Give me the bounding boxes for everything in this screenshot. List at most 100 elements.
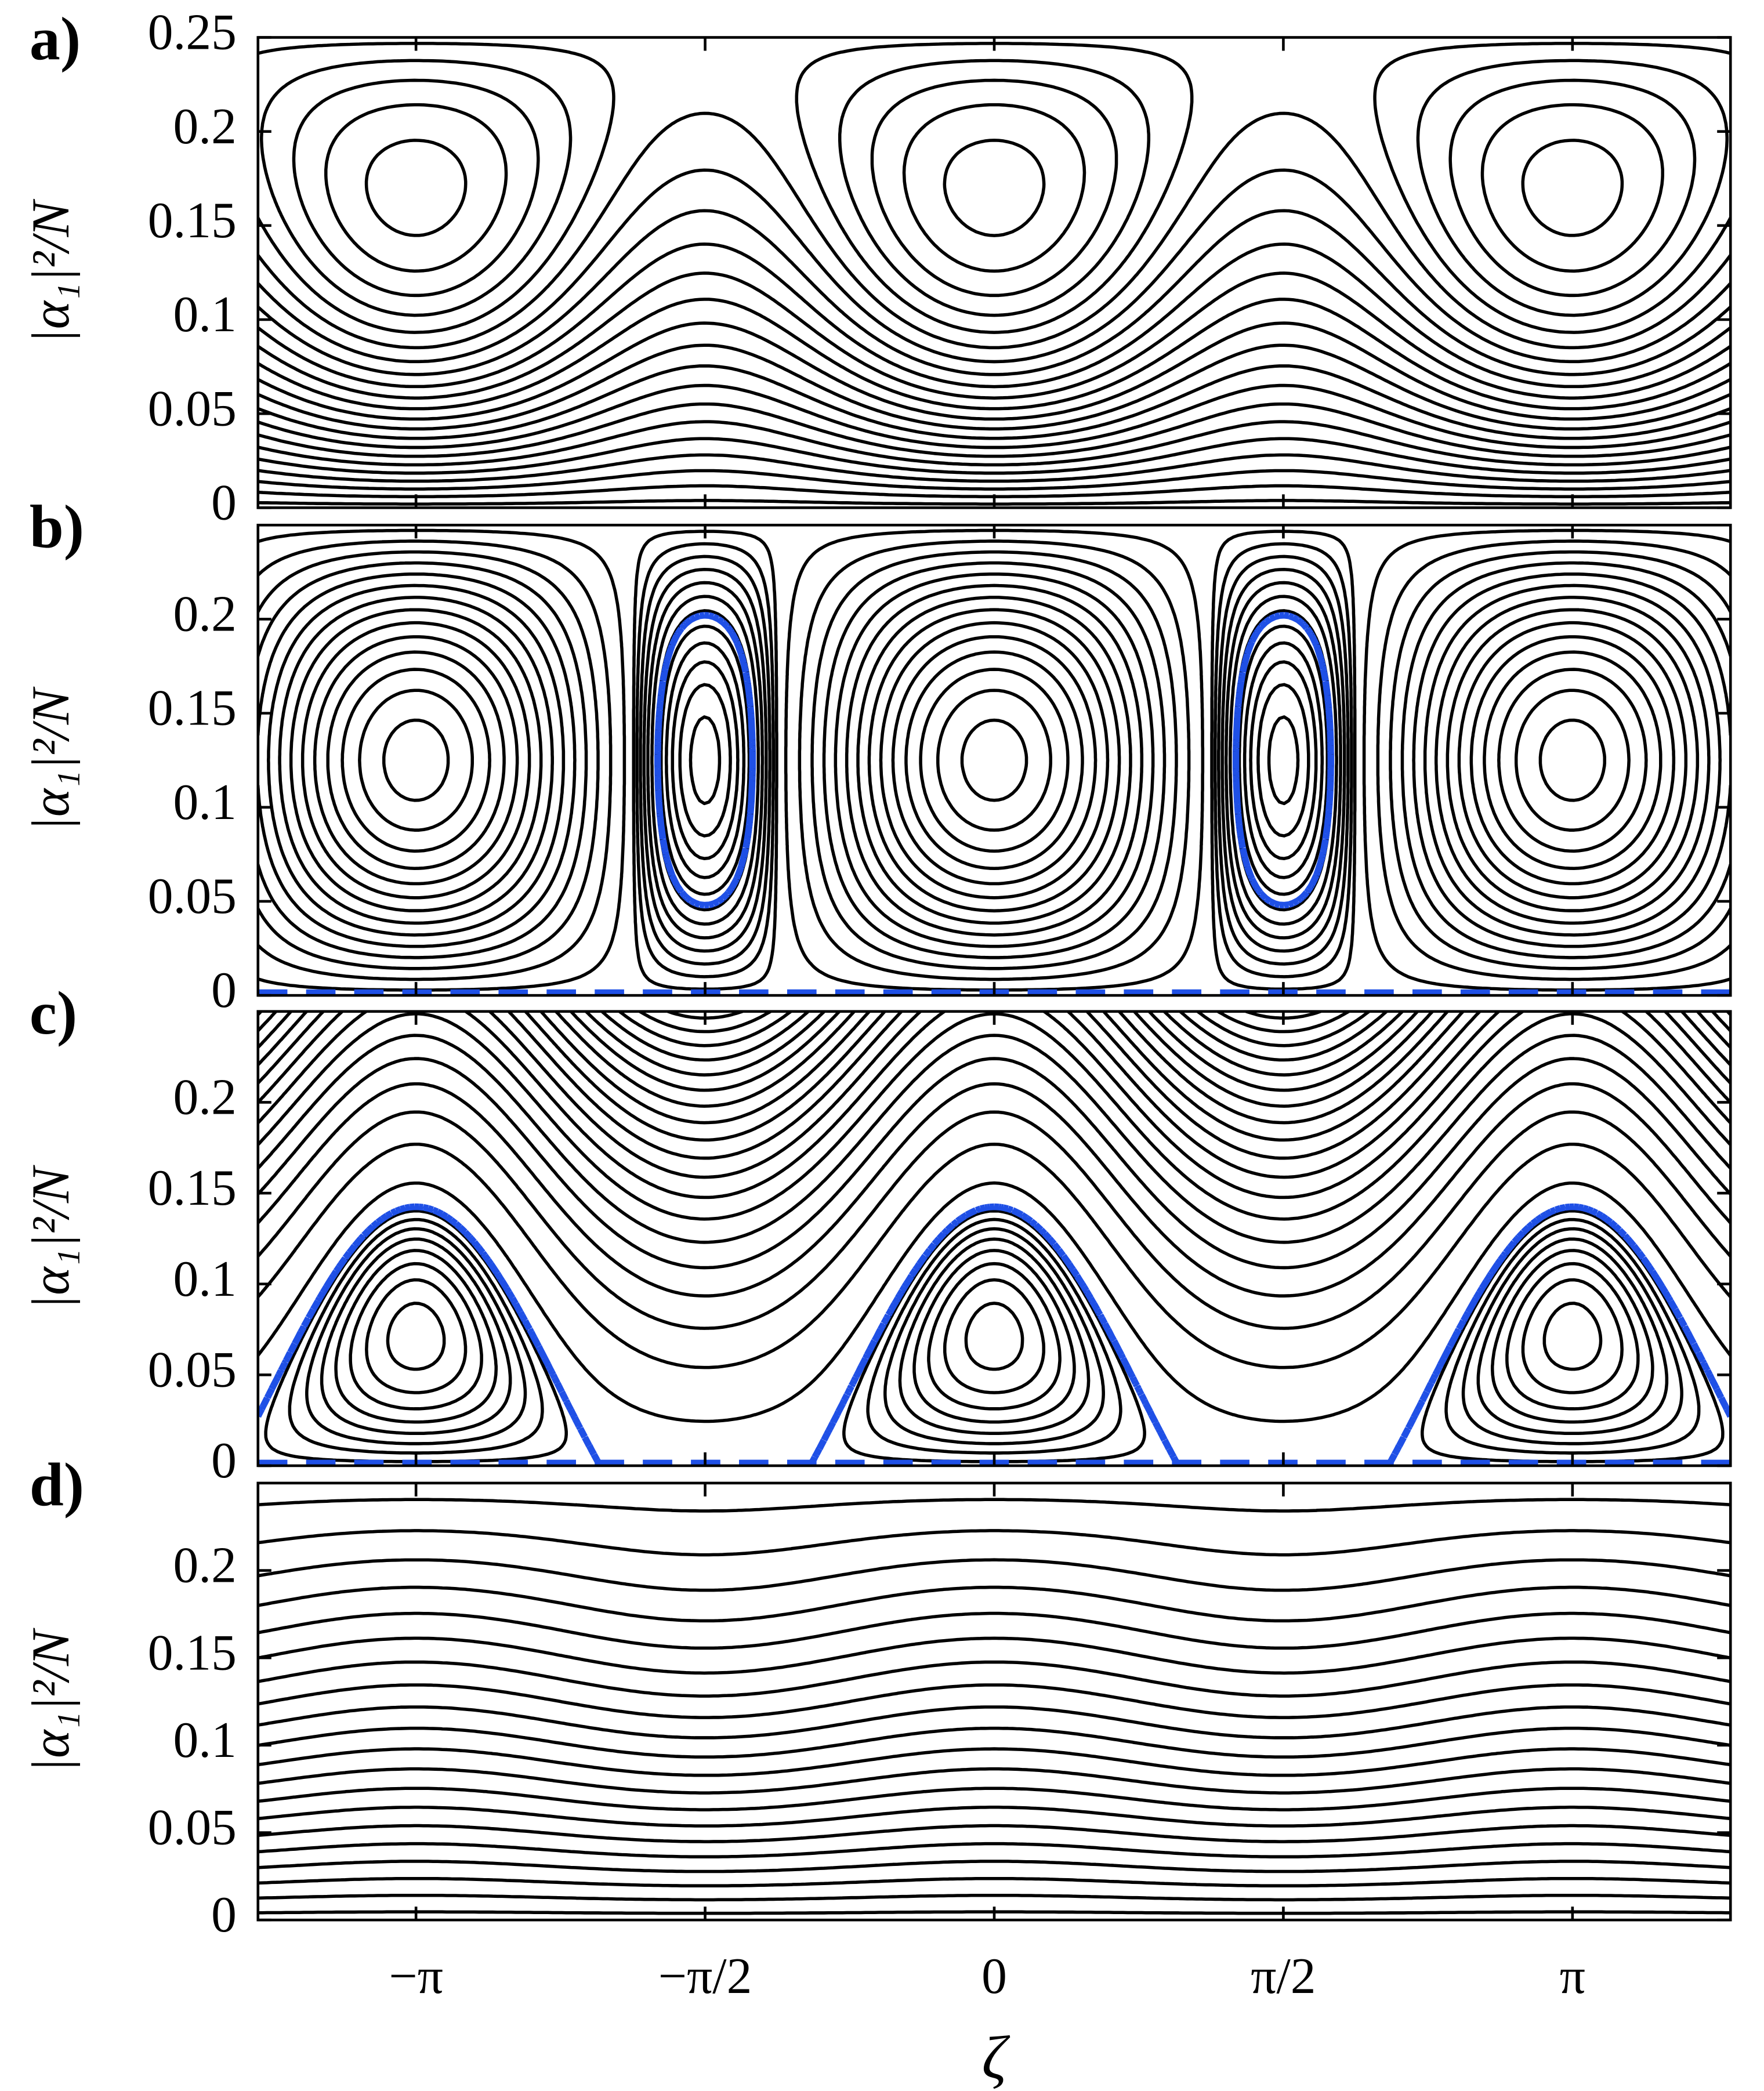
contour-line — [358, 688, 1631, 832]
contour-line — [258, 1894, 1731, 1902]
contour-line — [364, 139, 1624, 237]
y-tick-label: 0.2 — [173, 1537, 236, 1593]
contour-line — [341, 668, 1648, 853]
contour-line — [258, 1660, 1731, 1698]
contour-line — [650, 595, 1338, 926]
y-axis-label: |α₁|²/N — [21, 199, 80, 344]
contour-line — [642, 567, 1346, 953]
contour-line — [258, 209, 1731, 376]
y-tick-label: 0 — [211, 962, 237, 1018]
contour-line — [258, 1876, 1731, 1887]
contour-line — [639, 555, 1350, 966]
contours — [258, 528, 1731, 996]
y-axis-label: |α₁|²/N — [21, 686, 80, 831]
contour-line — [334, 1249, 1654, 1424]
y-tick-label: 0.15 — [148, 680, 237, 736]
contour-line — [305, 1227, 1683, 1445]
y-tick-label: 0.15 — [148, 1159, 237, 1216]
contour-line — [258, 1082, 1731, 1298]
contour-line — [258, 1767, 1731, 1795]
contour-line — [258, 1110, 1731, 1330]
contour-line — [365, 1278, 1624, 1394]
contour-line — [324, 103, 1664, 273]
contour-line — [386, 1302, 1603, 1371]
contour-line — [258, 168, 1731, 364]
contour-line — [258, 1636, 1731, 1675]
contour-line — [258, 453, 1731, 483]
contour-line — [258, 383, 1731, 450]
contour-line — [258, 271, 1731, 400]
contour-line — [258, 1011, 1731, 1199]
y-tick-label: 0.2 — [173, 1068, 236, 1125]
contour-line — [258, 1558, 1731, 1592]
contours — [258, 42, 1731, 506]
contour-line — [258, 1786, 1731, 1811]
y-tick-label: 0 — [211, 1432, 237, 1488]
contour-line — [258, 364, 1731, 440]
y-tick-label: 0.05 — [148, 1799, 237, 1856]
contour-line — [635, 542, 1353, 979]
contour-line — [349, 1262, 1640, 1411]
contour-line — [292, 78, 1697, 298]
contour-line — [288, 1217, 1701, 1455]
panel: 0 0.05 0.1 0.15 0.2 −π −π/2 0 π/2 π |α₁|²/N d) ζ — [21, 1451, 1732, 2091]
contour-line — [300, 621, 1688, 900]
contour-line — [258, 1142, 1731, 1369]
y-tick-label: 0.1 — [173, 774, 236, 830]
contour-line — [258, 1034, 1731, 1244]
contour-line — [258, 1057, 1731, 1270]
y-tick-label: 0.05 — [148, 1341, 237, 1397]
contour-line — [664, 641, 1324, 879]
contour-line — [258, 420, 1731, 467]
contour-line — [258, 484, 1731, 498]
panel-label: c) — [30, 979, 77, 1047]
contour-line — [584, 1011, 1404, 1077]
contour-line — [618, 1011, 1371, 1048]
contour-line — [258, 1585, 1731, 1623]
contour-line — [689, 715, 1300, 806]
y-tick-label: 0.15 — [148, 1624, 237, 1680]
contour-line — [258, 572, 1731, 948]
y-tick-label: 0.2 — [173, 586, 236, 642]
contour-line — [264, 1209, 1725, 1463]
contour-line — [258, 1011, 1731, 1092]
contour-line — [258, 298, 1731, 411]
contour-line — [258, 1011, 1731, 1125]
contour-line — [258, 499, 1731, 506]
x-tick-label: −π/2 — [658, 1948, 752, 2004]
contour-line — [258, 469, 1731, 491]
x-tick-label: −π — [389, 1948, 443, 2004]
contour-line — [258, 1747, 1731, 1777]
y-tick-label: 0.2 — [173, 98, 236, 154]
contour-line — [326, 650, 1662, 871]
contour-line — [258, 111, 1731, 350]
panel-label: d) — [30, 1451, 84, 1519]
y-tick-label: 0.1 — [173, 1251, 236, 1307]
contour-line — [258, 1529, 1731, 1557]
x-axis-label: ζ — [982, 2024, 1010, 2091]
separatrix — [654, 612, 1335, 909]
contour-line — [258, 1012, 1731, 1221]
contour-line — [258, 1705, 1731, 1740]
contour-line — [258, 1498, 1731, 1513]
contour-line — [258, 1726, 1731, 1759]
contours — [258, 1498, 1731, 1915]
contour-line — [313, 635, 1676, 886]
contour-line — [278, 596, 1711, 925]
contour-line — [258, 1011, 1731, 1160]
contour-line — [671, 660, 1318, 861]
panel: 0 0.05 0.1 0.15 0.2 |α₁|²/N b) — [21, 492, 1732, 1018]
y-axis-label: |α₁|²/N — [21, 1628, 80, 1773]
contour-line — [258, 1910, 1731, 1915]
panel-label: b) — [30, 492, 84, 560]
x-tick-label: 0 — [981, 1948, 1007, 2004]
plot-frame — [256, 1481, 1732, 1922]
contour-line — [258, 242, 1731, 389]
contour-line — [258, 402, 1731, 458]
contour-line — [266, 584, 1722, 937]
y-tick-label: 0.25 — [148, 4, 237, 60]
y-tick-label: 0.05 — [148, 868, 237, 924]
x-tick-label: π — [1560, 1948, 1585, 2004]
